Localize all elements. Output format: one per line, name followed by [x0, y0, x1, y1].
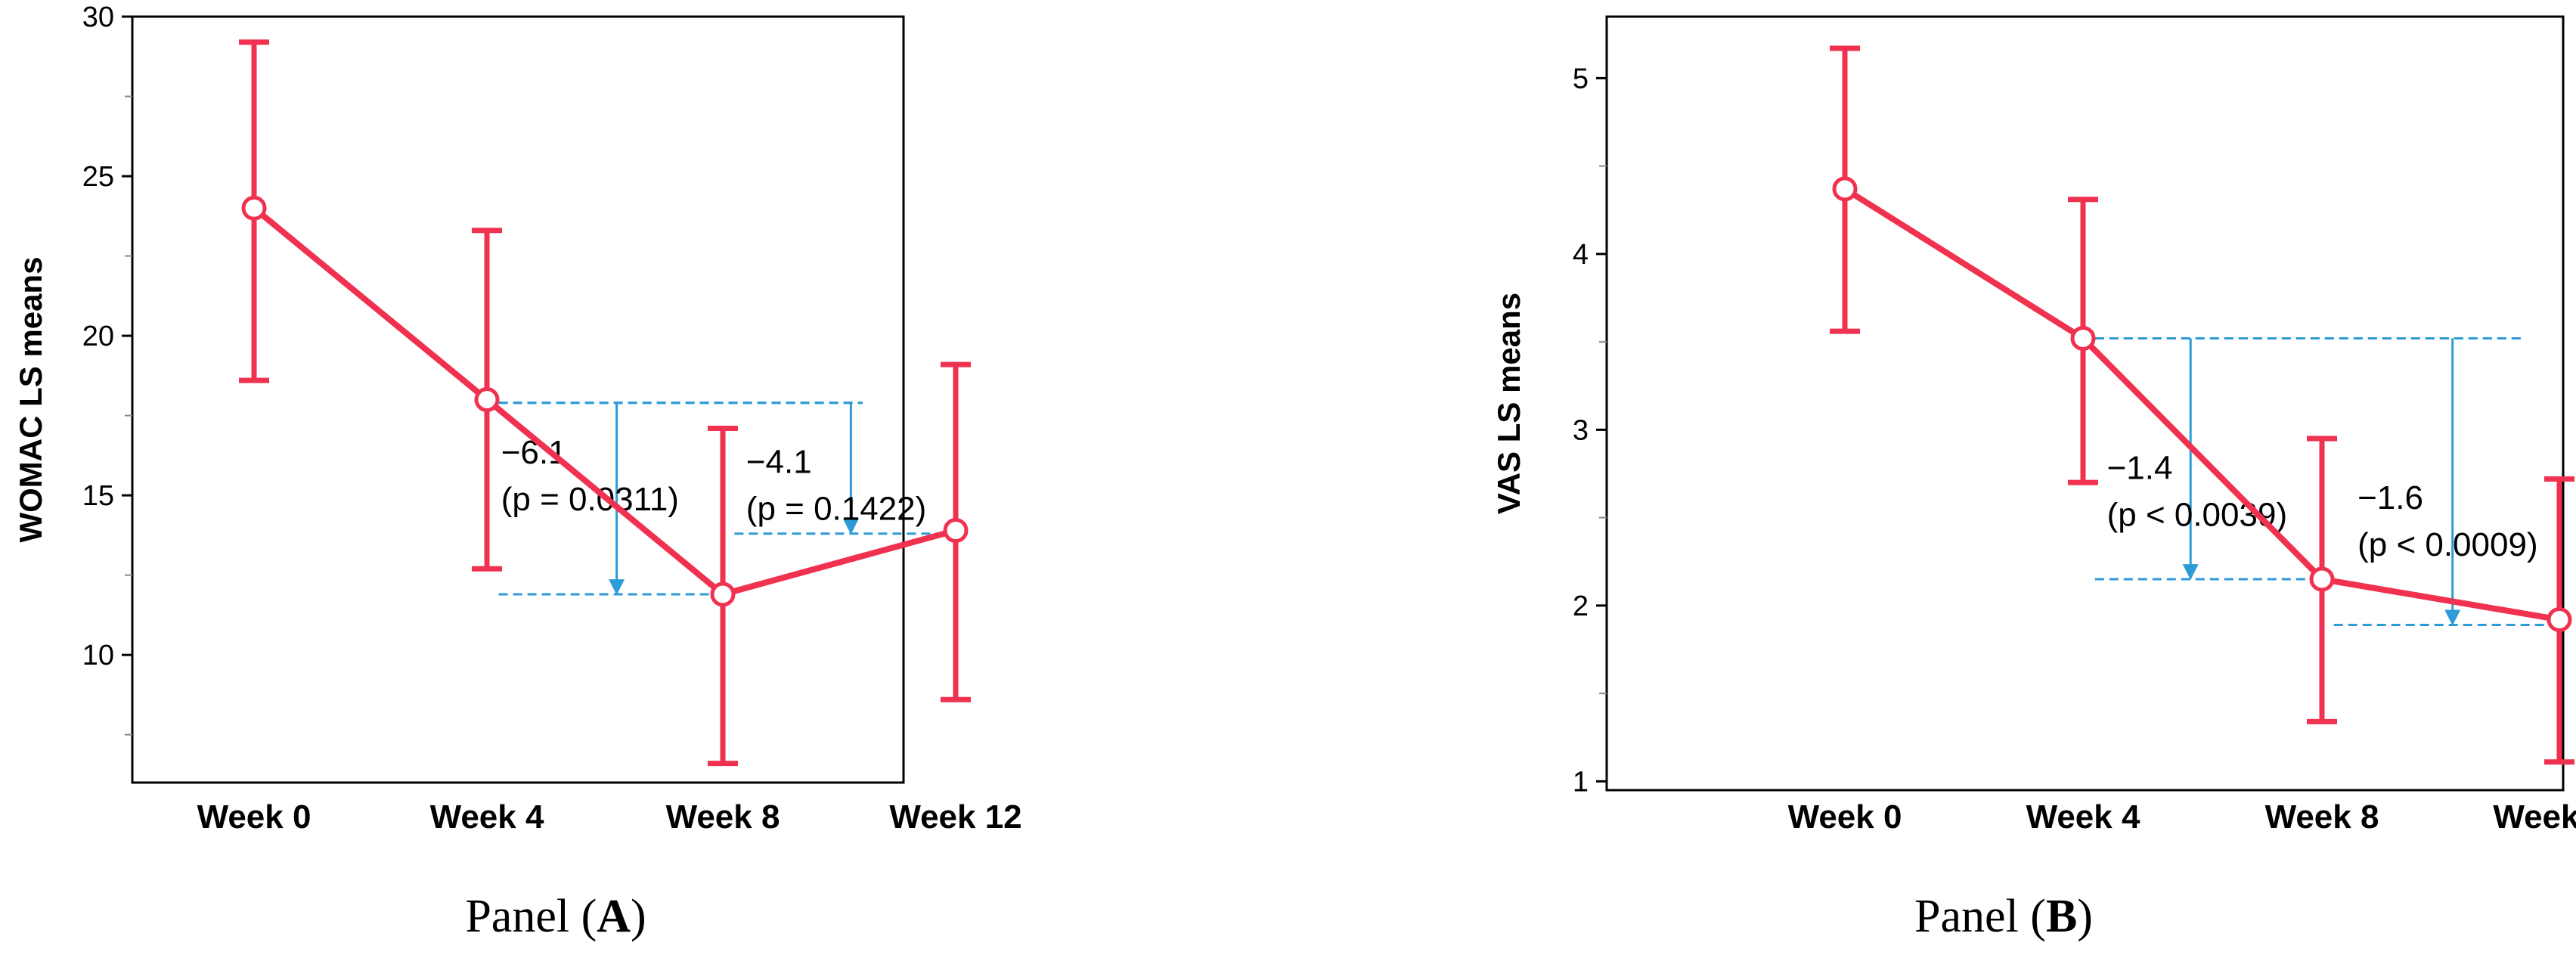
panel-a-data-point [943, 518, 969, 544]
panel-a-annotation-diff: −4.1 [746, 444, 812, 481]
panel-b-series-line [1843, 186, 2560, 623]
panel-a-ytick-label: 30 [82, 2, 114, 33]
panel-b-ytick-label: 3 [1573, 414, 1589, 446]
panel-a-series-line [252, 206, 957, 597]
panel-a-data-point [241, 195, 267, 221]
panel-b-data-point [1832, 176, 1858, 202]
panel-b-ylabel: VAS LS means [1491, 293, 1527, 514]
panel-a-caption-suffix: ) [631, 891, 646, 942]
panel-b-caption: Panel (B) [1914, 891, 2093, 942]
panel-a-plot-frame [131, 15, 905, 784]
panel-b-data-point [2309, 566, 2335, 592]
panel-a-ytick-label: 25 [82, 161, 114, 193]
panel-b-category-label: Week 12 [2493, 798, 2576, 836]
panel-b-data-point [2547, 606, 2572, 632]
panel-a-data-point [710, 581, 736, 607]
panel-a-ytick-label: 15 [82, 480, 114, 512]
panel-b-plot-frame [1605, 15, 2565, 792]
panel-b-annotation-diff: −1.6 [2357, 479, 2423, 516]
panel-b-caption-prefix: Panel ( [1914, 891, 2046, 942]
panel-b-ytick-label: 2 [1573, 591, 1589, 622]
panel-a-annotation-p: (p = 0.1422) [746, 491, 927, 528]
panel-b-ytick-label: 1 [1573, 766, 1589, 798]
panel-a-chart: 10 15 20 25 30 WOMAC LS means Week 0 Week 4 Week… [13, 2, 1022, 942]
panel-a-ytick-label: 20 [82, 321, 114, 352]
panel-b-caption-suffix: ) [2077, 891, 2093, 942]
panel-b-annotation-diff: −1.4 [2107, 449, 2173, 486]
panel-b-category-label: Week 8 [2265, 798, 2379, 836]
panel-a-category-label: Week 12 [889, 798, 1021, 836]
panel-b-ytick-label: 4 [1573, 239, 1589, 271]
panel-b-annotation-p: (p < 0.0009) [2357, 526, 2538, 563]
panel-b-category-label: Week 0 [1788, 798, 1902, 836]
panel-b-chart: 1 2 3 4 5 VAS LS means Week 0 Week 4 Week 8 Week … [1491, 15, 2576, 942]
panel-b-caption-letter: B [2046, 891, 2077, 942]
panel-a-category-label: Week 4 [430, 798, 544, 836]
panel-a-caption: Panel (A) [465, 891, 646, 942]
panel-b-data-point [2070, 325, 2096, 351]
panel-a-category-label: Week 0 [197, 798, 312, 836]
panel-a-caption-prefix: Panel ( [465, 891, 597, 942]
panel-b-category-label: Week 4 [2026, 798, 2140, 836]
panel-a-data-point [474, 387, 500, 412]
panel-a-caption-letter: A [597, 891, 631, 942]
panel-b-ytick-label: 5 [1573, 63, 1589, 95]
panel-a-category-label: Week 8 [666, 798, 780, 836]
panel-a-ytick-label: 10 [82, 640, 114, 671]
panel-a-ylabel: WOMAC LS means [13, 256, 48, 542]
